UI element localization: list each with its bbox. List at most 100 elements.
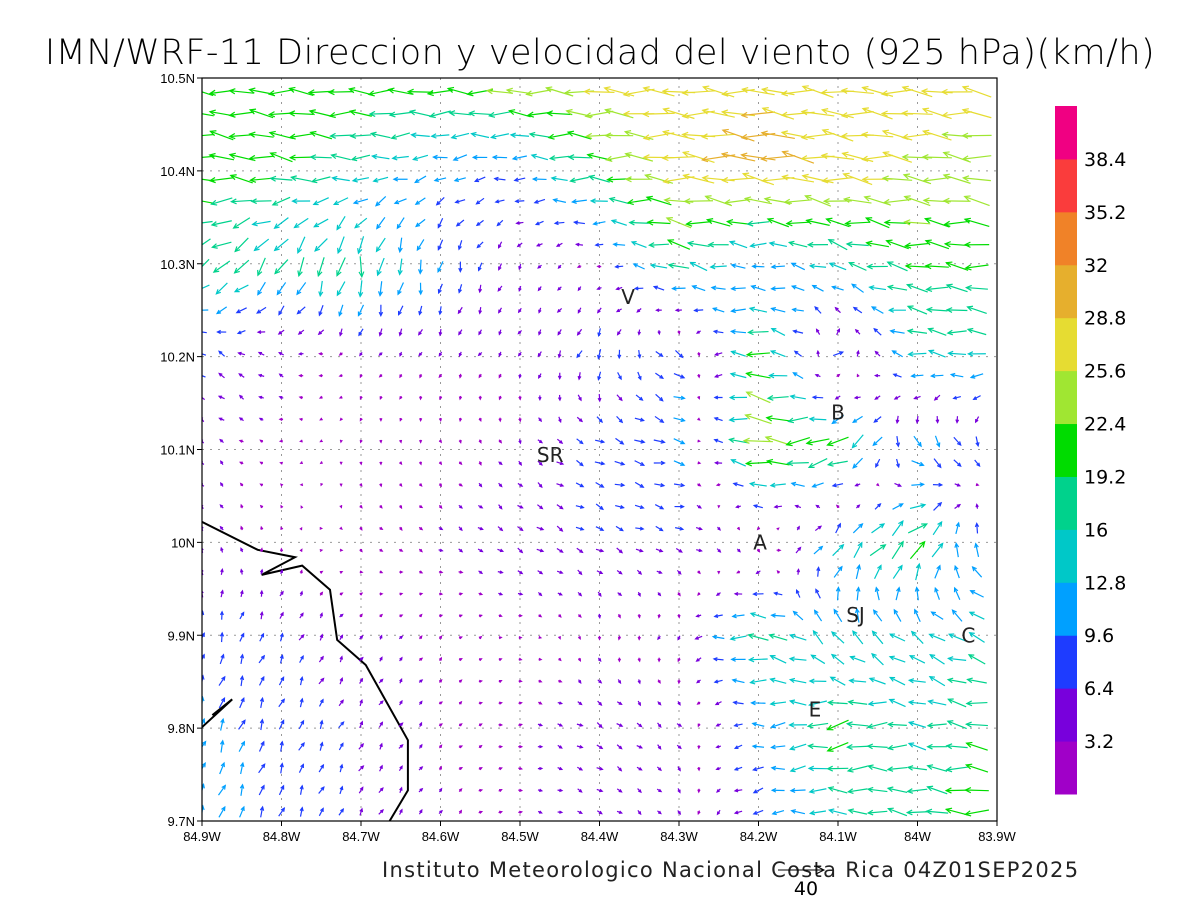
wind-arrow — [697, 723, 701, 728]
wind-arrow — [923, 217, 950, 228]
wind-arrow — [556, 461, 565, 466]
wind-arrow-shaft — [948, 678, 967, 684]
wind-arrow-shaft — [827, 436, 849, 446]
wind-arrow — [470, 131, 490, 139]
wind-arrow-head — [712, 329, 718, 334]
wind-arrow — [418, 808, 423, 815]
wind-arrow-head — [455, 222, 461, 227]
wind-arrow — [790, 262, 806, 271]
wind-arrow-shaft — [962, 155, 992, 160]
wind-arrow-shaft — [790, 634, 807, 641]
wind-arrow-head — [558, 679, 563, 683]
wind-arrow — [949, 372, 964, 378]
wind-arrow-head — [882, 198, 890, 206]
wind-arrow-head — [438, 331, 443, 337]
wind-arrow — [955, 416, 960, 424]
wind-arrow-shaft — [219, 762, 225, 775]
wind-arrow-head — [538, 614, 543, 618]
wind-arrow — [259, 718, 265, 731]
wind-arrow-head — [800, 133, 808, 141]
wind-arrow — [273, 238, 289, 252]
wind-arrow-head — [558, 592, 563, 596]
wind-arrow-head — [961, 85, 970, 92]
wind-arrow — [790, 285, 805, 292]
wind-arrow-head — [749, 679, 756, 685]
wind-arrow-head — [319, 591, 324, 596]
wind-arrow — [258, 784, 265, 796]
wind-arrow — [515, 221, 524, 225]
wind-arrow — [379, 396, 383, 401]
wind-arrow-head — [972, 396, 978, 400]
wind-arrow-head — [868, 285, 875, 291]
wind-arrow — [715, 745, 722, 749]
wind-arrow-head — [318, 291, 324, 298]
wind-arrow — [733, 591, 743, 596]
wind-arrow-head — [820, 89, 828, 96]
wind-arrow — [437, 218, 444, 229]
wind-arrow — [682, 173, 715, 184]
wind-arrow — [202, 331, 207, 334]
wind-arrow-head — [893, 396, 899, 400]
wind-arrow — [319, 633, 324, 641]
wind-arrow-head — [419, 439, 423, 444]
wind-arrow-shaft — [337, 236, 345, 254]
wind-arrow — [856, 373, 860, 378]
wind-arrow-head — [339, 592, 344, 596]
wind-arrow — [596, 307, 602, 314]
wind-arrow — [801, 173, 834, 184]
wind-arrow-shaft — [934, 435, 940, 447]
wind-arrow — [760, 86, 795, 96]
wind-arrow-shaft — [770, 678, 787, 684]
wind-arrow-shaft — [872, 436, 883, 446]
wind-arrow-shaft — [747, 221, 770, 225]
wind-arrow-shaft — [790, 743, 807, 750]
wind-arrow-shaft — [239, 698, 245, 709]
wind-arrow-head — [788, 633, 796, 639]
wind-arrow — [941, 111, 973, 119]
wind-arrow — [557, 350, 562, 359]
wind-arrow — [518, 635, 523, 640]
wind-arrow-shaft — [240, 784, 244, 796]
wind-arrow-head — [642, 154, 650, 161]
wind-arrow-shaft — [234, 259, 250, 274]
wind-arrow — [219, 610, 224, 620]
wind-arrow-shaft — [338, 304, 344, 316]
wind-arrow-head — [770, 613, 776, 618]
wind-arrow-head — [379, 764, 383, 769]
wind-arrow-head — [637, 636, 641, 641]
x-tick-label: 84.4W — [581, 829, 619, 844]
wind-arrow-shaft — [702, 133, 736, 138]
wind-arrow — [478, 570, 484, 575]
wind-arrow — [681, 89, 716, 96]
wind-arrow — [240, 589, 244, 598]
wind-arrow — [852, 457, 863, 469]
wind-arrow-head — [453, 177, 459, 183]
wind-arrow — [557, 329, 562, 336]
colorbar-swatch — [1055, 741, 1077, 795]
wind-arrow — [903, 195, 931, 207]
wind-arrow — [538, 701, 543, 705]
wind-arrow-head — [260, 675, 265, 681]
wind-arrow — [886, 284, 908, 291]
wind-arrow-shaft — [209, 177, 234, 182]
wind-arrow-shaft — [871, 523, 885, 534]
wind-arrow — [756, 548, 761, 553]
wind-arrow — [393, 198, 407, 205]
wind-arrow-head — [598, 724, 603, 729]
wind-arrow-head — [785, 440, 793, 447]
wind-arrow-shaft — [890, 330, 905, 334]
wind-arrow-head — [499, 745, 504, 749]
wind-arrow-shaft — [888, 744, 908, 750]
wind-arrow — [636, 766, 643, 771]
wind-arrow-shaft — [202, 353, 207, 356]
wind-arrow-shaft — [713, 307, 725, 313]
wind-arrow-head — [458, 374, 463, 379]
wind-arrow-head — [498, 439, 503, 444]
wind-arrow — [934, 564, 941, 579]
wind-arrow — [537, 286, 542, 292]
wind-arrow — [829, 676, 846, 686]
wind-arrow-head — [339, 613, 344, 618]
wind-arrow-shaft — [278, 785, 285, 796]
wind-arrow-shaft — [311, 176, 331, 183]
wind-arrow-head — [826, 461, 834, 467]
